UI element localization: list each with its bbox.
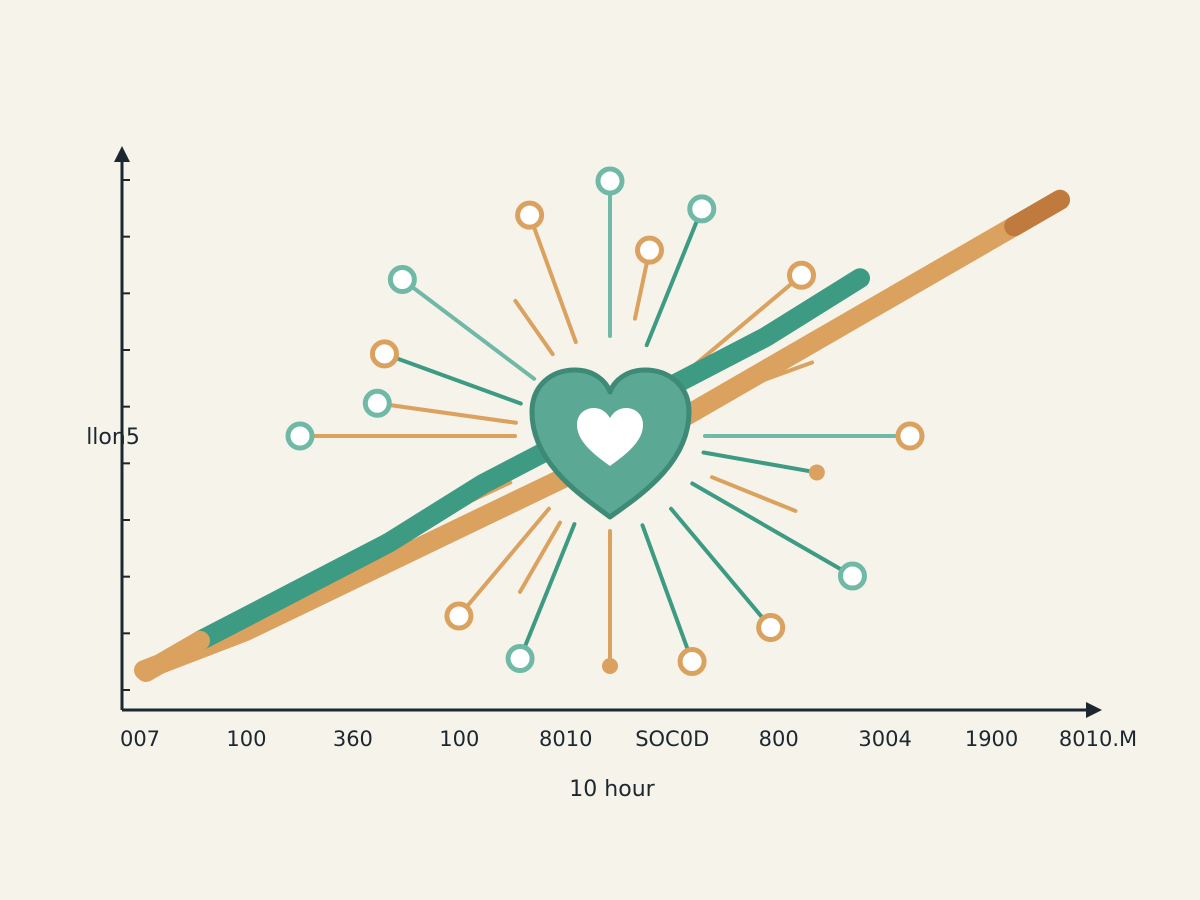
heart-inner-icon bbox=[577, 408, 643, 466]
ray-end-dot bbox=[808, 464, 825, 481]
series-start-accent bbox=[136, 630, 210, 682]
y-axis-arrow-icon bbox=[114, 146, 130, 162]
ray-end-ring bbox=[505, 644, 535, 674]
y-axis-title: llon5 bbox=[86, 425, 140, 450]
ray-end-ring bbox=[635, 235, 665, 265]
x-tick-label: 8010 bbox=[539, 727, 592, 751]
ray-end-ring bbox=[444, 601, 474, 631]
ray-line bbox=[640, 523, 695, 664]
ray-end-ring bbox=[756, 613, 786, 643]
ray-line bbox=[669, 506, 773, 630]
ray-end-ring bbox=[687, 194, 717, 224]
ray-end-ring bbox=[369, 339, 399, 369]
ray-line bbox=[701, 450, 819, 475]
ray-line bbox=[684, 273, 804, 374]
x-axis-title: 10 hour bbox=[569, 777, 655, 802]
axes bbox=[114, 146, 1102, 718]
ray-line bbox=[400, 277, 537, 381]
x-tick-label: 100 bbox=[226, 727, 266, 751]
ray-line bbox=[518, 520, 562, 594]
ray-end-ring bbox=[515, 200, 545, 230]
ray-end-ring bbox=[677, 647, 707, 677]
x-axis-arrow-icon bbox=[1086, 702, 1102, 718]
heart-icon bbox=[529, 367, 692, 520]
x-tick-label: 007 bbox=[120, 727, 160, 751]
ray-end-ring bbox=[362, 388, 392, 418]
ray-end-ring bbox=[787, 260, 817, 290]
x-tick-label: 800 bbox=[759, 727, 799, 751]
ray-line bbox=[690, 481, 855, 578]
x-tick-label: 100 bbox=[439, 727, 479, 751]
ray-line bbox=[527, 213, 578, 345]
ray-end-ring bbox=[595, 166, 625, 196]
ray-end-ring bbox=[387, 265, 417, 295]
x-tick-label: 8010.M bbox=[1059, 727, 1137, 751]
ray-line bbox=[382, 351, 523, 406]
ray-line bbox=[375, 401, 518, 425]
x-tick-label: SOC0D bbox=[635, 727, 709, 751]
x-tick-label: 1900 bbox=[965, 727, 1018, 751]
ray-end-dot bbox=[602, 658, 618, 674]
ray-line bbox=[644, 206, 704, 348]
ray-line bbox=[709, 475, 798, 513]
x-tick-label: 3004 bbox=[858, 727, 911, 751]
series-end-accent bbox=[1004, 189, 1070, 237]
x-axis-ticks: 007 100 360 100 8010 SOC0D 800 3004 1900 8010.M bbox=[120, 727, 1137, 751]
ray-line bbox=[456, 506, 551, 619]
ray-line bbox=[513, 298, 555, 357]
series-line-teal bbox=[190, 268, 870, 651]
x-tick-label: 360 bbox=[333, 727, 373, 751]
ray-line bbox=[518, 522, 577, 661]
ray-end-ring bbox=[837, 561, 867, 591]
radiating-lines bbox=[285, 166, 925, 677]
ray-end-ring bbox=[285, 421, 315, 451]
ray-end-ring bbox=[895, 421, 925, 451]
